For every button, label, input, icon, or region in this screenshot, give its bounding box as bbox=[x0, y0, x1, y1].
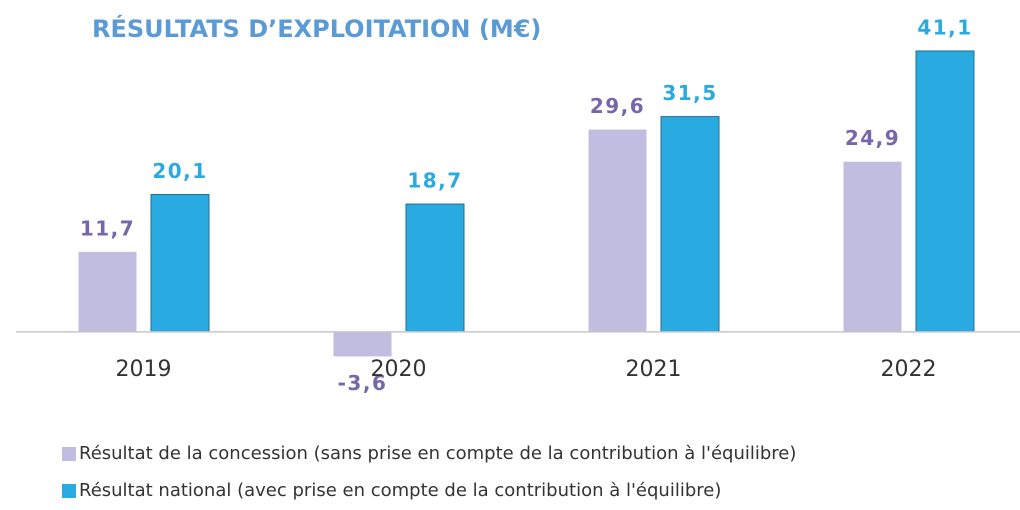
bar bbox=[843, 161, 902, 332]
bar bbox=[915, 50, 975, 333]
value-label: 31,5 bbox=[662, 81, 717, 105]
chart-title: RÉSULTATS D’EXPLOITATION (M€) bbox=[92, 14, 541, 43]
legend-label: Résultat national (avec prise en compte … bbox=[79, 480, 721, 501]
bar bbox=[78, 251, 137, 332]
legend-swatch bbox=[62, 447, 76, 461]
x-tick-label: 2022 bbox=[881, 357, 937, 382]
bar bbox=[150, 193, 210, 333]
value-label: 20,1 bbox=[152, 159, 207, 183]
value-label: -3,6 bbox=[338, 371, 388, 395]
bar bbox=[588, 129, 647, 332]
bar bbox=[405, 203, 465, 333]
legend-swatch bbox=[62, 484, 76, 498]
x-tick-label: 2019 bbox=[116, 357, 172, 382]
bar bbox=[333, 331, 392, 357]
value-label: 11,7 bbox=[80, 216, 135, 240]
x-tick-label: 2021 bbox=[626, 357, 682, 382]
value-label: 18,7 bbox=[407, 169, 462, 193]
value-label: 24,9 bbox=[845, 126, 900, 150]
bar bbox=[660, 116, 720, 333]
value-label: 29,6 bbox=[590, 94, 645, 118]
value-label: 41,1 bbox=[917, 15, 972, 39]
legend-label: Résultat de la concession (sans prise en… bbox=[79, 443, 796, 464]
x-tick-label: 2020 bbox=[371, 357, 427, 382]
